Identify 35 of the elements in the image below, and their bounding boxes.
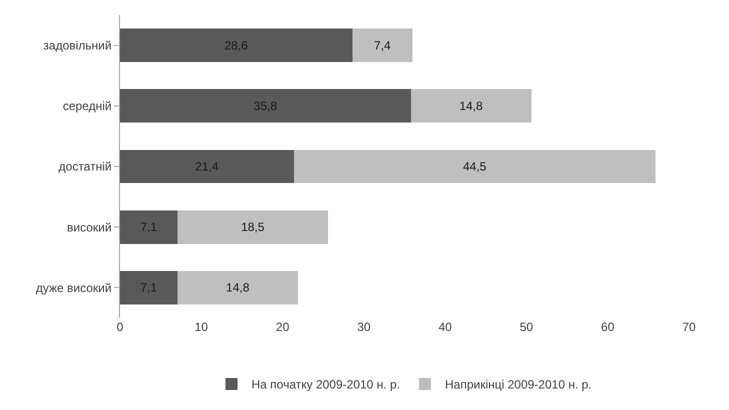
y-tick-label: задовільний — [43, 38, 112, 52]
x-tick-label: 30 — [357, 320, 371, 334]
x-tick-label: 40 — [438, 320, 452, 334]
bar — [120, 28, 352, 62]
legend-label: На початку 2009-2010 н. р. — [252, 378, 400, 392]
data-label: 44,5 — [462, 160, 487, 174]
x-tick-label: 60 — [601, 320, 615, 334]
data-label: 35,8 — [254, 98, 278, 113]
bar — [352, 28, 413, 62]
data-label: 7,1 — [140, 280, 158, 295]
y-tick-label: дуже високий — [36, 280, 112, 295]
legend-label: Наприкінці 2009-2010 н. р. — [444, 378, 592, 392]
bar — [120, 271, 178, 304]
data-label: 7,1 — [140, 220, 158, 234]
data-label: 14,8 — [226, 280, 250, 295]
y-tick-label: середній — [62, 99, 112, 114]
x-tick-label: 20 — [276, 320, 290, 334]
bar — [294, 150, 656, 184]
bar — [120, 150, 294, 184]
data-label: 28,6 — [224, 38, 248, 52]
y-tick-label: достатній — [58, 160, 112, 174]
data-label: 21,4 — [195, 160, 219, 174]
x-tick-label: 70 — [682, 320, 696, 334]
data-label: 18,5 — [241, 220, 265, 234]
x-tick-label: 0 — [116, 320, 124, 334]
bar — [120, 89, 411, 123]
x-tick-label: 50 — [520, 320, 534, 334]
bar — [120, 210, 178, 244]
bar — [411, 89, 532, 123]
data-label: 7,4 — [374, 38, 392, 52]
bar — [178, 210, 328, 244]
y-tick-label: високий — [67, 220, 112, 234]
x-tick-label: 10 — [194, 320, 208, 334]
data-label: 14,8 — [459, 98, 483, 113]
bar — [178, 271, 298, 304]
